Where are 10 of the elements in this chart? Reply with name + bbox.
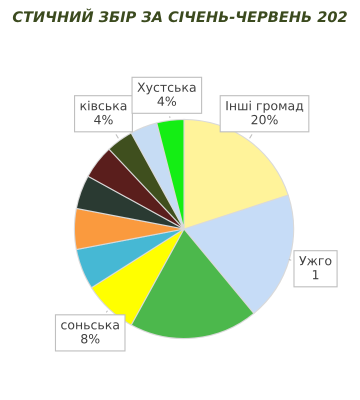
data-label: 8% — [81, 334, 100, 344]
slice-label: соньська — [61, 322, 119, 330]
data-label: 4% — [158, 96, 176, 106]
slice-label: Інші громад — [226, 100, 304, 113]
slice-label: Ужго 1 — [299, 256, 332, 280]
data-label: 20% — [252, 114, 278, 124]
data-label: 4% — [94, 114, 113, 124]
chart-title: СТИЧНИЙ ЗБІР ЗА СІЧЕНЬ-ЧЕРВЕНЬ 202 — [12, 8, 347, 22]
slice-label: ківська — [80, 100, 126, 110]
slice-label: Хустська — [137, 82, 196, 94]
